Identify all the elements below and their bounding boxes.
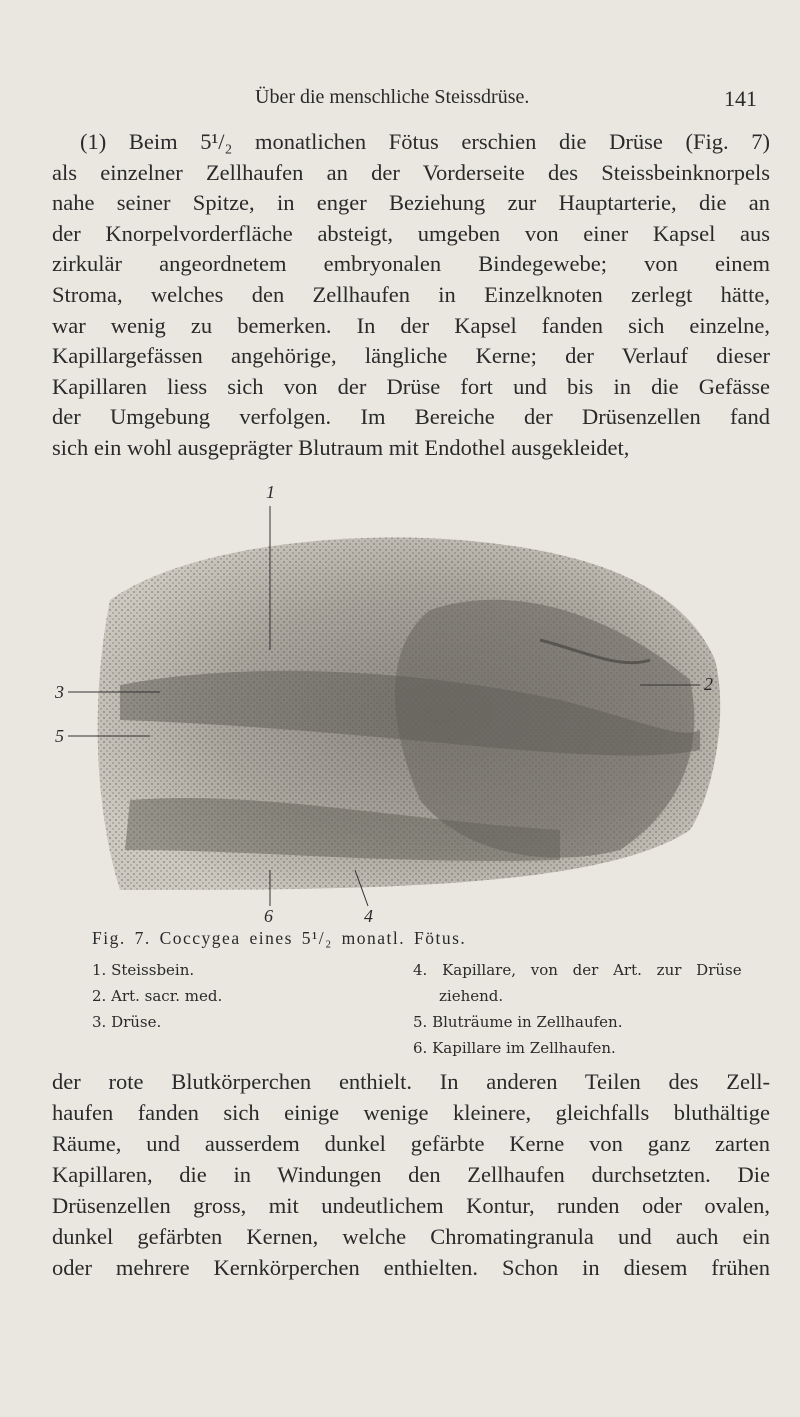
text-line: Kapillargefässen angehörige, längliche K…	[52, 343, 770, 369]
figure-caption: Fig. 7. Coccygea eines 5¹/₂ monatl. Fötu…	[92, 928, 467, 948]
legend-item: 2. Art. sacr. med.	[92, 987, 223, 1005]
text-line: Kapillaren, die in Windungen den Zellhau…	[52, 1162, 770, 1187]
text-line: Kapillaren liess sich von der Drüse fort…	[52, 373, 770, 399]
figure-label: 5	[55, 726, 64, 746]
legend-item: 3. Drüse.	[92, 1013, 162, 1031]
text-line: der rote Blutkörperchen enthielt. In and…	[52, 1069, 770, 1094]
figure: 1 2 3 5 6 4	[54, 482, 721, 926]
figure-label: 1	[266, 482, 275, 502]
figure-label: 6	[264, 906, 273, 926]
figure-label: 2	[704, 674, 713, 694]
text-line: der Umgebung verfolgen. Im Bereiche der …	[52, 404, 770, 430]
text-line: nahe seiner Spitze, in enger Beziehung z…	[52, 190, 770, 216]
text-line: Drüsenzellen gross, mit undeutlichem Kon…	[52, 1193, 770, 1218]
text-line: zirkulär angeordnetem embryonalen Bindeg…	[52, 251, 770, 277]
leader-lines	[68, 506, 700, 907]
text-line: haufen fanden sich einige wenige kleiner…	[52, 1100, 770, 1125]
text-line: als einzelner Zellhaufen an der Vorderse…	[52, 159, 770, 185]
text-line: (1) Beim 5¹/₂ monatlichen Fötus erschien…	[80, 129, 770, 154]
illustration	[97, 537, 721, 890]
text-line: sich ein wohl ausgeprägter Blutraum mit …	[52, 435, 630, 460]
legend-item: 5. Bluträume in Zellhaufen.	[413, 1013, 623, 1031]
text-line: oder mehrere Kernkörperchen enthielten. …	[52, 1255, 770, 1280]
figure-label: 4	[364, 906, 373, 926]
text-line: Stroma, welches den Zellhaufen in Einzel…	[52, 282, 770, 307]
text-line: war wenig zu bemerken. In der Kapsel fan…	[52, 312, 770, 338]
figure-label: 3	[54, 682, 64, 702]
page-number: 141	[724, 86, 757, 111]
text-line: dunkel gefärbten Kernen, welche Chromati…	[52, 1224, 770, 1249]
legend-item: 1. Steissbein.	[92, 961, 195, 979]
text-line: Räume, und ausserdem dunkel gefärbte Ker…	[52, 1131, 770, 1156]
text-line: der Knorpelvorderfläche absteigt, umgebe…	[52, 220, 770, 246]
legend-item: 6. Kapillare im Zellhaufen.	[413, 1039, 616, 1057]
legend-item: 4. Kapillare, von der Art. zur Drüse zie…	[413, 961, 742, 1005]
running-title: Über die menschliche Steissdrüse.	[255, 86, 530, 108]
